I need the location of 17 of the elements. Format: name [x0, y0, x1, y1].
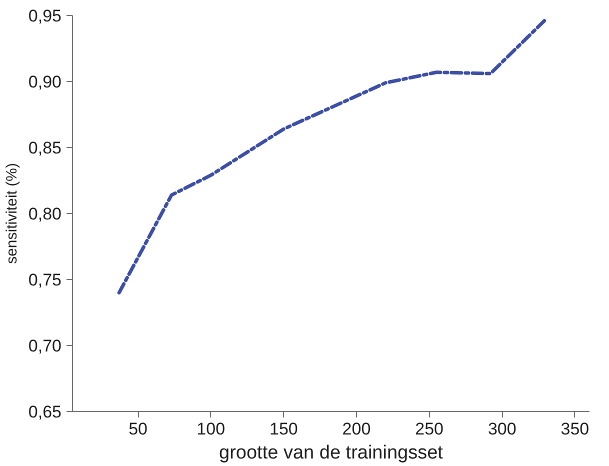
x-tick-label: 250 — [415, 420, 444, 438]
y-tick-label: 0,70 — [28, 336, 62, 356]
x-tick-label: 150 — [269, 420, 298, 438]
y-tick-label: 0,85 — [28, 138, 62, 158]
x-axis-title: grootte van de trainingsset — [219, 442, 444, 464]
y-axis-title: sensitiviteit (%) — [3, 163, 20, 264]
x-tick-label: 50 — [128, 420, 148, 438]
line-series — [117, 19, 546, 294]
y-tick-label: 0,65 — [28, 402, 62, 422]
y-tick-label: 0,95 — [28, 6, 62, 26]
x-tick-label: 350 — [560, 420, 590, 438]
x-tick-label: 300 — [488, 420, 516, 438]
y-tick-label: 0,75 — [28, 270, 62, 290]
y-tick-label: 0,80 — [28, 204, 62, 224]
y-tick-label: 0,90 — [28, 72, 62, 92]
x-tick-label: 200 — [342, 420, 371, 438]
x-tick-label: 100 — [196, 420, 226, 438]
